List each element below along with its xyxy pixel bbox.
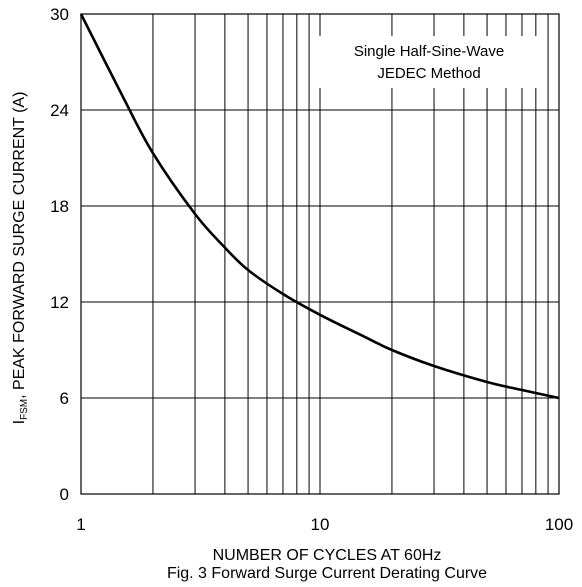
grid — [81, 14, 559, 494]
plot-frame — [80, 13, 560, 495]
chart-title: Fig. 3 Forward Surge Current Derating Cu… — [167, 565, 487, 582]
x-axis-label: NUMBER OF CYCLES AT 60Hz — [213, 547, 442, 564]
annotation-line-2: JEDEC Method — [377, 65, 480, 82]
y-label-subscript: FSM — [19, 399, 30, 420]
y-label-main: I — [11, 420, 28, 424]
y-tick-label: 18 — [50, 197, 69, 216]
y-tick-label: 30 — [50, 5, 69, 24]
series-line — [79, 13, 560, 400]
y-tick-label: 0 — [60, 485, 69, 504]
y-tick-labels: 0 6 12 18 24 30 — [50, 5, 69, 504]
x-tick-label: 10 — [311, 515, 330, 534]
y-label-rest: , PEAK FORWARD SURGE CURRENT (A) — [11, 92, 28, 399]
y-tick-label: 6 — [60, 389, 69, 408]
x-tick-labels: 1 10 100 — [76, 515, 573, 534]
y-axis-label: IFSM, PEAK FORWARD SURGE CURRENT (A) — [11, 92, 30, 425]
x-tick-label: 1 — [76, 515, 85, 534]
y-tick-label: 12 — [50, 293, 69, 312]
annotation-line-1: Single Half-Sine-Wave — [354, 43, 504, 60]
y-tick-label: 24 — [50, 101, 69, 120]
annotation-box: Single Half-Sine-Wave JEDEC Method — [316, 36, 542, 88]
x-tick-label: 100 — [545, 515, 573, 534]
